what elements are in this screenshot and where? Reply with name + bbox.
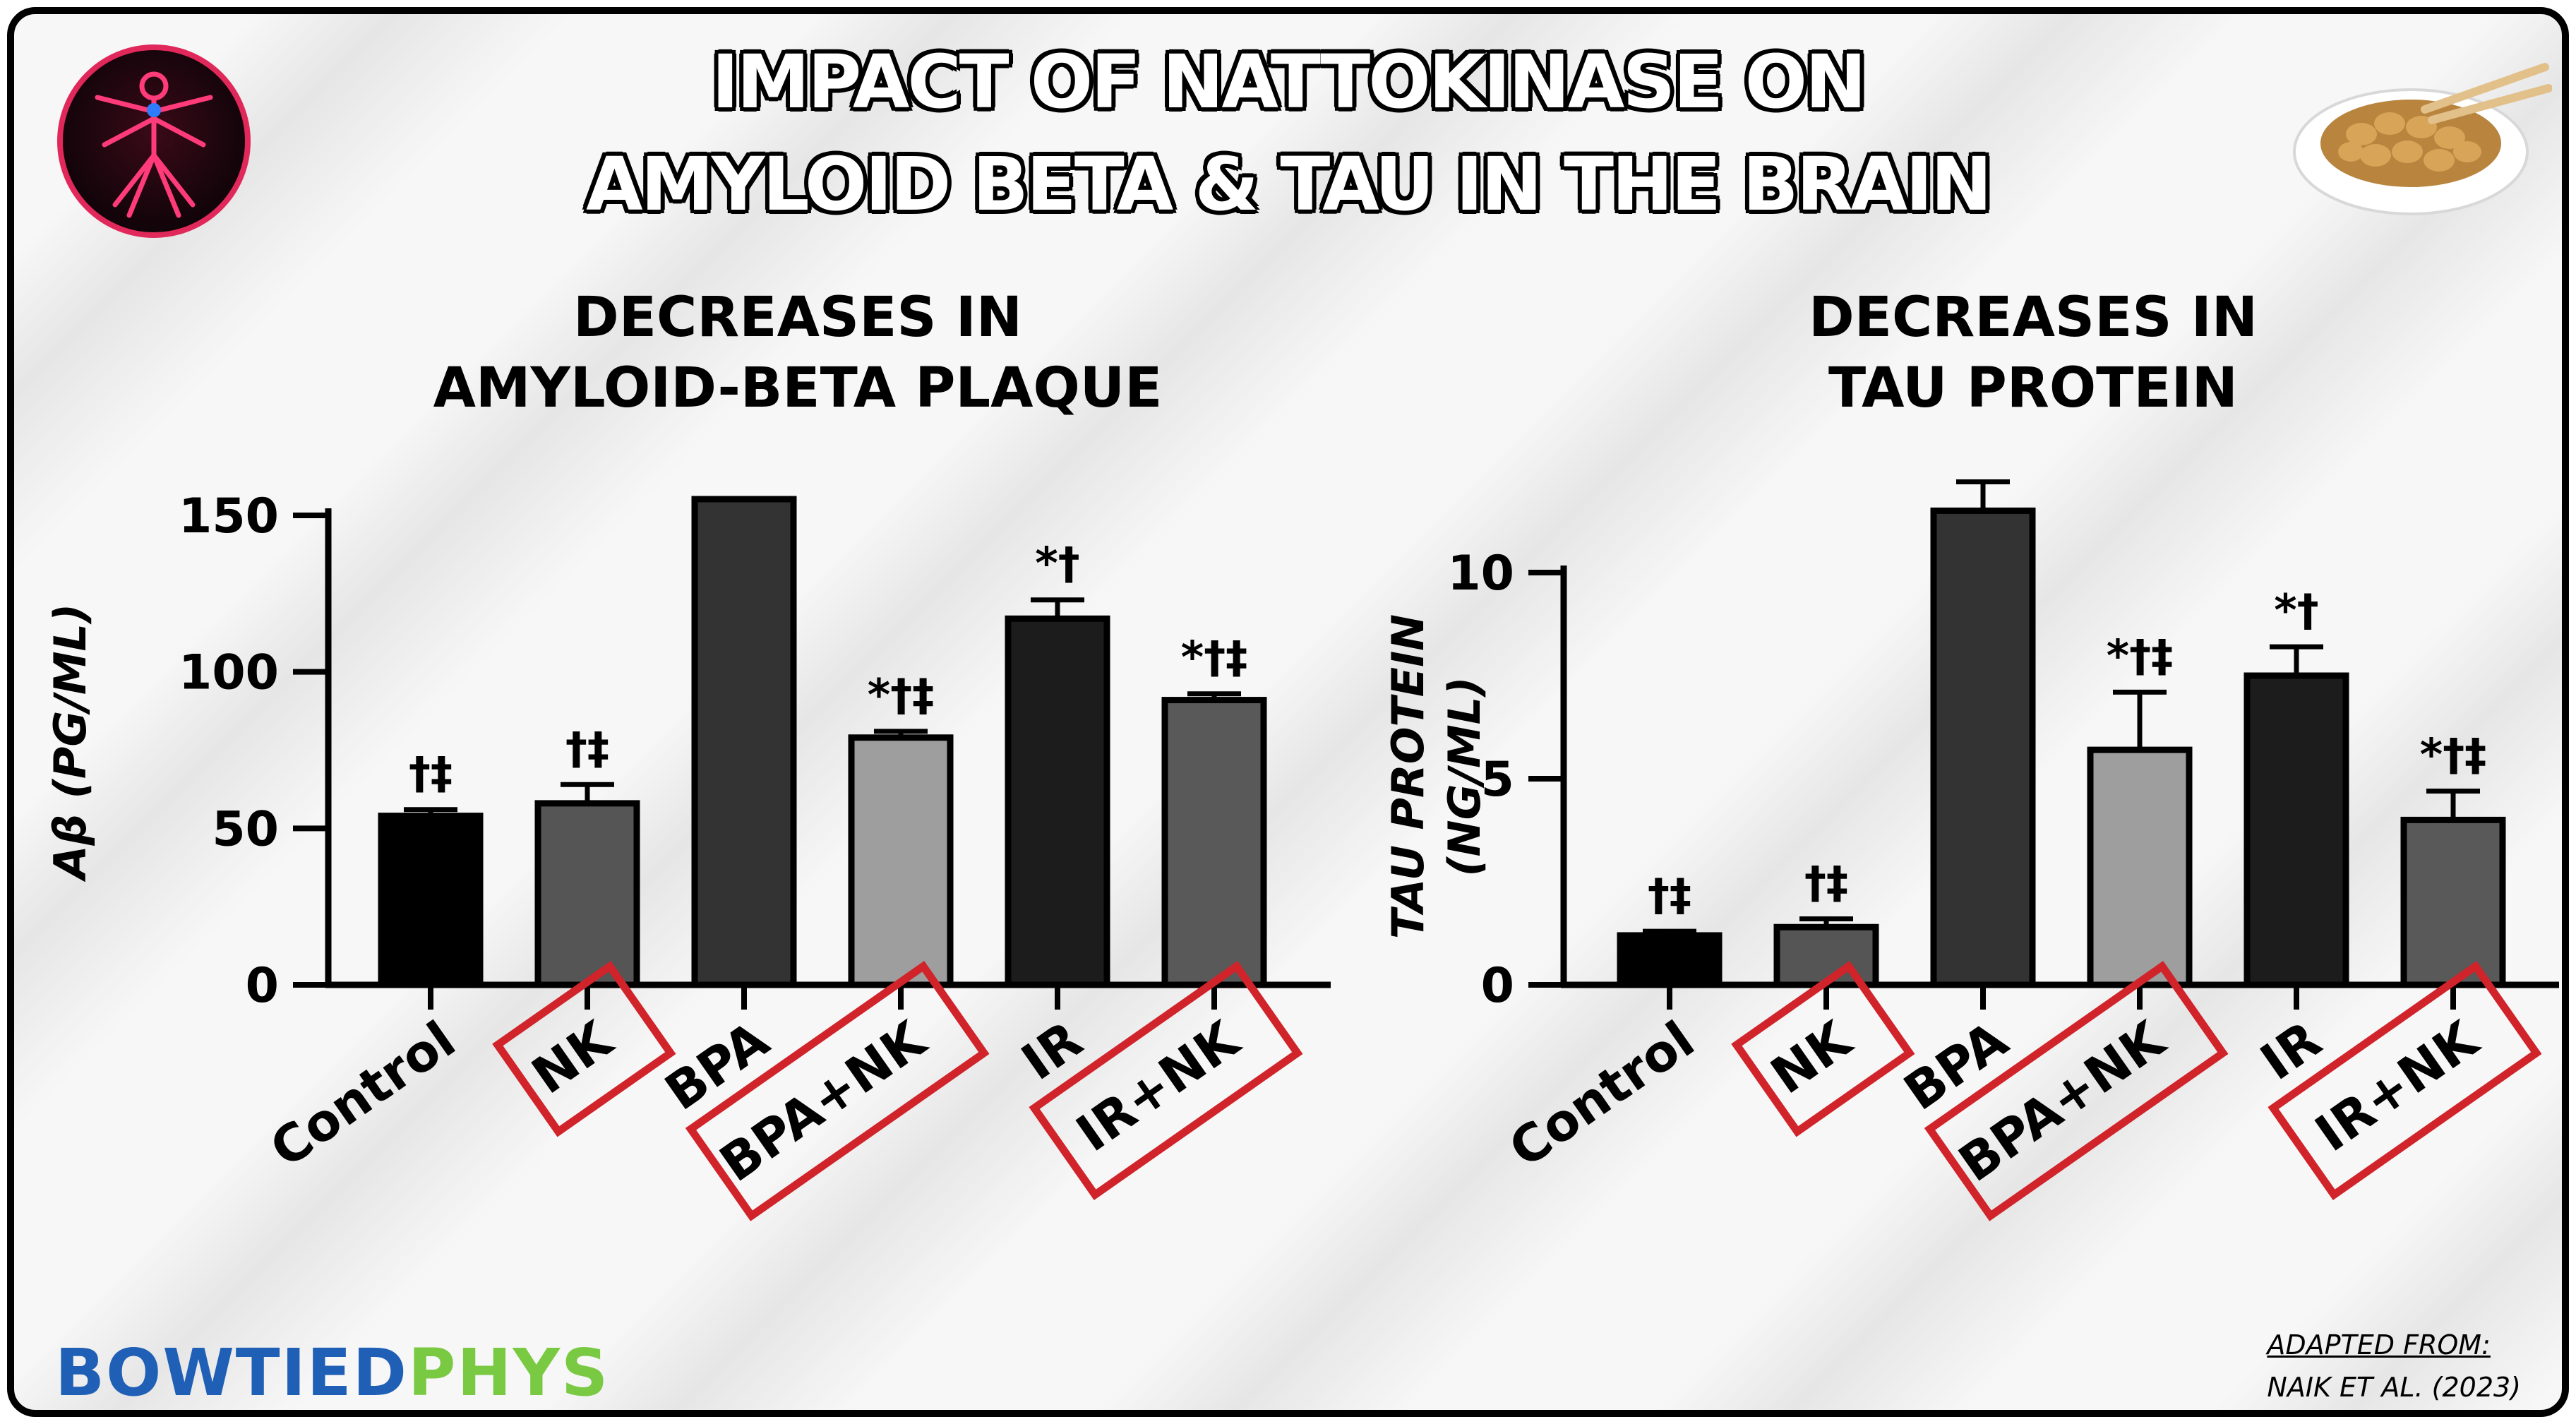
source-credit: ADAPTED FROM: NAIK ET AL. (2023) — [2267, 1324, 2521, 1408]
significance-label: *†‡ — [868, 669, 934, 721]
significance-label: *† — [2274, 585, 2318, 636]
highlight-box — [685, 961, 990, 1221]
bar-control — [1617, 932, 1723, 988]
main-title-line-1: IMPACT OF NATTOKINASE ON — [711, 39, 1867, 125]
vitruvian-body-icon — [57, 44, 251, 238]
infographic-frame: IMPACT OF NATTOKINASE ON AMYLOID BETA & … — [7, 7, 2569, 1417]
bar-nk — [1773, 923, 1879, 988]
main-title-line-2: AMYLOID BETA & TAU IN THE BRAIN — [586, 141, 1992, 227]
highlight-box — [1029, 961, 1303, 1200]
right-chart-title: DECREASES IN TAU PROTEIN — [1694, 282, 2372, 424]
x-tick-label: Control — [1499, 1010, 1705, 1179]
significance-label: †‡ — [565, 722, 609, 774]
bowtiedphys-logo: BOWTIEDPHYS — [55, 1338, 609, 1408]
highlight-box — [2268, 961, 2542, 1200]
y-tick-label: 5 — [1481, 752, 1514, 808]
bar-bpa-plus-nk — [2087, 746, 2193, 988]
significance-label: †‡ — [1648, 869, 1691, 921]
y-tick-label: 150 — [179, 489, 279, 544]
left-chart-title: DECREASES IN AMYLOID-BETA PLAQUE — [395, 282, 1200, 424]
significance-label: *†‡ — [2420, 729, 2486, 781]
bar-nk — [534, 800, 640, 988]
x-tick-label: IR+NK — [2305, 1009, 2490, 1163]
left-chart-title-line-1: DECREASES IN — [573, 286, 1023, 349]
highlight-box — [1731, 961, 1915, 1137]
x-tick-label: NK — [1760, 1009, 1862, 1106]
brand-part-1: BOWTIED — [55, 1335, 409, 1411]
brand-part-2: PHYS — [408, 1335, 610, 1411]
significance-label: †‡ — [409, 748, 453, 799]
bar-control — [378, 813, 484, 988]
credit-line-2: NAIK ET AL. (2023) — [2267, 1372, 2521, 1403]
bar-bpa — [691, 496, 797, 988]
right-chart-title-line-2: TAU PROTEIN — [1828, 357, 2238, 420]
right-chart-title-line-1: DECREASES IN — [1808, 286, 2258, 349]
bar-ir-plus-nk — [2400, 816, 2506, 988]
highlight-box — [1924, 961, 2229, 1221]
y-tick-label: 0 — [1481, 958, 1514, 1014]
credit-line-1: ADAPTED FROM: — [2267, 1329, 2491, 1360]
left-chart-title-line-2: AMYLOID-BETA PLAQUE — [433, 357, 1163, 420]
y-tick-label: 0 — [246, 958, 279, 1014]
significance-label: *† — [1035, 538, 1079, 590]
y-tick-label: 50 — [212, 801, 279, 857]
y-tick-label: 10 — [1447, 546, 1514, 602]
significance-label: †‡ — [1804, 857, 1848, 909]
highlight-box — [492, 961, 676, 1137]
bar-ir — [1005, 615, 1110, 988]
y-tick-label: 100 — [179, 645, 279, 701]
significance-label: *†‡ — [2107, 630, 2173, 681]
bar-ir — [2243, 672, 2349, 988]
x-tick-label: BPA — [1893, 1010, 2018, 1122]
significance-label: *†‡ — [1181, 632, 1247, 683]
natto-bowl-icon — [2293, 63, 2552, 215]
bar-bpa — [1930, 507, 2036, 988]
